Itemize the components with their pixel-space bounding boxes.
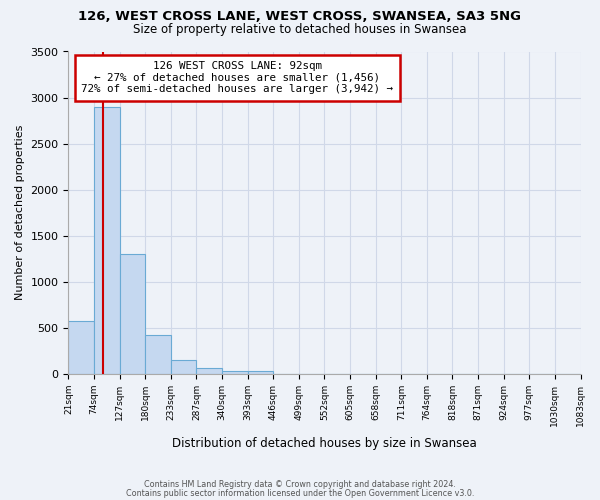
- Bar: [222, 371, 248, 374]
- Text: Contains public sector information licensed under the Open Government Licence v3: Contains public sector information licen…: [126, 488, 474, 498]
- Y-axis label: Number of detached properties: Number of detached properties: [15, 125, 25, 300]
- Text: Size of property relative to detached houses in Swansea: Size of property relative to detached ho…: [133, 22, 467, 36]
- Bar: [171, 360, 196, 374]
- Bar: [94, 107, 119, 374]
- Bar: [119, 254, 145, 374]
- Bar: [145, 336, 171, 374]
- Bar: [68, 321, 94, 374]
- X-axis label: Distribution of detached houses by size in Swansea: Distribution of detached houses by size …: [172, 437, 477, 450]
- Bar: [248, 372, 273, 374]
- Text: Contains HM Land Registry data © Crown copyright and database right 2024.: Contains HM Land Registry data © Crown c…: [144, 480, 456, 489]
- Text: 126 WEST CROSS LANE: 92sqm
← 27% of detached houses are smaller (1,456)
72% of s: 126 WEST CROSS LANE: 92sqm ← 27% of deta…: [82, 61, 394, 94]
- Bar: [196, 368, 222, 374]
- Text: 126, WEST CROSS LANE, WEST CROSS, SWANSEA, SA3 5NG: 126, WEST CROSS LANE, WEST CROSS, SWANSE…: [79, 10, 521, 23]
